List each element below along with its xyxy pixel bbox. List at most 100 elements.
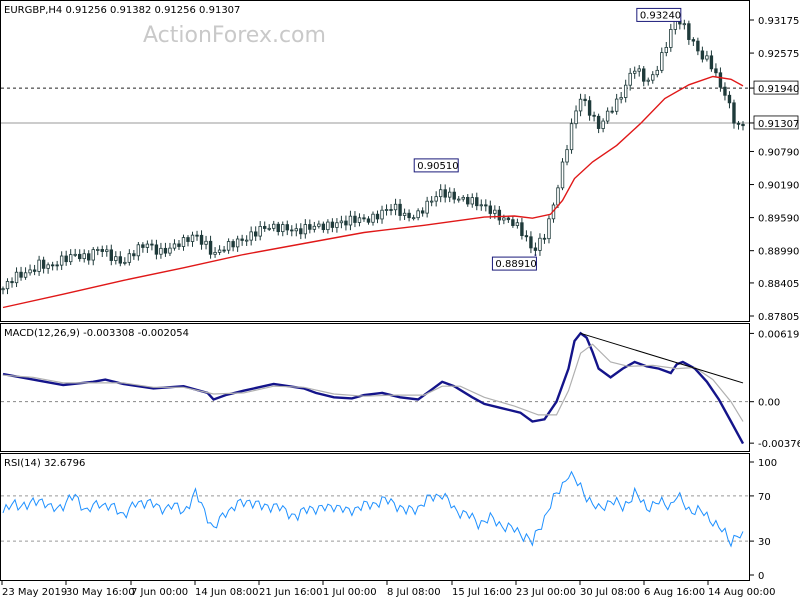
candle-body	[416, 210, 420, 219]
candle-body	[411, 217, 416, 220]
rsi-axis-label: 30	[758, 537, 771, 548]
price-axis-label: 0.88405	[758, 279, 799, 290]
candle-body	[136, 244, 141, 257]
candle-body	[190, 234, 195, 242]
candle-body	[330, 221, 335, 228]
candle-body	[226, 241, 231, 251]
candle-body	[55, 264, 59, 267]
candle-body	[664, 47, 668, 54]
candle-body	[240, 238, 244, 241]
candle-body	[655, 69, 659, 76]
candle-body	[217, 249, 222, 253]
candle-body	[177, 243, 181, 247]
candle-body	[457, 198, 461, 201]
candle-body	[150, 243, 154, 246]
candle-body	[727, 94, 732, 104]
annotation-box	[413, 158, 459, 173]
candle-body	[497, 209, 502, 221]
candle-body	[118, 256, 123, 264]
candle-body	[461, 196, 465, 200]
price-series-layer: 0.93240 0.90510 0.88910	[1, 7, 749, 309]
price-axis-label: 0.92575	[758, 49, 799, 60]
candle-body	[691, 39, 696, 42]
candle-body	[587, 100, 592, 116]
macd-line	[2, 331, 745, 445]
candle-body	[114, 256, 118, 261]
time-axis-label: 14 Aug 00:00	[708, 587, 775, 598]
candle-body	[96, 249, 100, 251]
candle-body	[339, 220, 344, 224]
candle-body	[669, 29, 673, 48]
candle-body	[384, 209, 389, 211]
price-axis-label: 0.91307	[758, 119, 799, 130]
candle-body	[502, 217, 506, 221]
candle-body	[154, 244, 159, 255]
candle-body	[619, 97, 623, 100]
candle-body	[741, 123, 745, 127]
candle-body	[524, 235, 529, 238]
candle-body	[538, 237, 542, 251]
rsi-axis-label: 0	[758, 571, 764, 582]
candle-body	[687, 23, 691, 40]
candle-body	[357, 217, 362, 223]
candle-body	[479, 204, 483, 207]
candle-body	[267, 227, 271, 230]
candle-body	[14, 271, 19, 284]
candle-body	[569, 123, 574, 151]
candle-body	[100, 249, 104, 252]
annotation-label: 0.88910	[495, 259, 536, 270]
candle-body	[348, 215, 353, 226]
time-axis-label: 7 Jun 00:00	[131, 587, 188, 598]
candle-body	[515, 222, 520, 226]
candle-body	[380, 209, 384, 220]
candle-body	[163, 247, 168, 254]
candle-body	[159, 247, 163, 255]
candle-body	[610, 110, 614, 113]
candle-body	[303, 224, 308, 235]
candle-body	[443, 189, 447, 198]
candle-body	[213, 251, 217, 255]
moving-average-line	[2, 75, 744, 309]
candle-body	[272, 223, 276, 229]
candle-body	[420, 210, 425, 214]
candle-body	[258, 226, 262, 237]
candle-body	[560, 161, 565, 189]
time-axis-label: 23 Jul 00:00	[516, 587, 576, 598]
candle-body	[5, 281, 10, 290]
candle-body	[46, 264, 50, 269]
candle-body	[68, 254, 73, 263]
candle-body	[168, 247, 172, 254]
candle-body	[434, 196, 438, 202]
time-axis-label: 30 May 16:00	[66, 587, 135, 598]
candle-body	[705, 55, 709, 60]
candle-body	[353, 215, 357, 223]
time-axis-label: 23 May 2019	[2, 587, 67, 598]
candle-body	[141, 244, 145, 248]
candle-body	[59, 255, 64, 266]
candle-body	[732, 102, 736, 124]
candle-body	[32, 269, 37, 272]
candle-body	[366, 218, 371, 223]
candle-body	[718, 72, 723, 88]
candle-body	[105, 249, 109, 252]
candle-body	[312, 225, 317, 230]
macd-axis-label: 0.00	[758, 398, 780, 409]
candle-body	[172, 243, 177, 249]
time-axis-label: 6 Aug 16:00	[644, 587, 705, 598]
macd-signal-line	[2, 343, 744, 422]
candle-body	[299, 228, 303, 235]
candle-body	[723, 86, 727, 96]
candle-body	[235, 238, 240, 248]
rsi-axis-label: 70	[758, 492, 771, 503]
candle-body	[529, 236, 533, 249]
candle-body	[249, 231, 253, 241]
candle-body	[78, 253, 82, 260]
candle-body	[633, 70, 637, 74]
candle-body	[547, 218, 551, 240]
price-axis-label: 0.89590	[758, 214, 799, 225]
price-axis-label: 0.87805	[758, 312, 799, 323]
candle-body	[199, 234, 204, 245]
candle-body	[475, 197, 479, 207]
axis-layer: 0.93175 0.92575 0.91940 0.91307 0.90790 0.901…	[1, 16, 800, 598]
candle-body	[709, 55, 714, 70]
